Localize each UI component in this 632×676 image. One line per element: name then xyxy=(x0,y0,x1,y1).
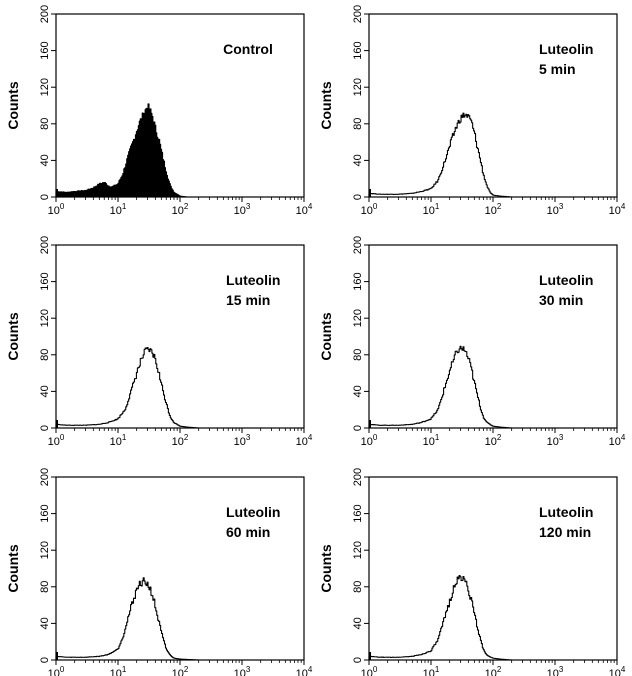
y-axis-title: Counts xyxy=(318,544,334,592)
x-tick-label: 101 xyxy=(423,433,440,448)
y-tick-label: 160 xyxy=(39,272,51,290)
x-tick-label: 100 xyxy=(48,665,65,676)
y-tick-label: 160 xyxy=(39,504,51,522)
histogram-trace xyxy=(55,347,305,429)
y-tick-label: 160 xyxy=(352,41,364,59)
y-axis-title: Counts xyxy=(5,81,21,129)
y-tick-label: 200 xyxy=(352,468,364,486)
histogram-trace xyxy=(368,574,618,661)
x-tick-label: 104 xyxy=(296,202,313,217)
y-tick-label: 0 xyxy=(39,657,51,663)
x-tick-label: 104 xyxy=(296,433,313,448)
panel-label: Control xyxy=(223,41,273,57)
y-tick-label: 160 xyxy=(352,504,364,522)
x-tick-label: 101 xyxy=(423,202,440,217)
x-tick-label: 104 xyxy=(609,433,626,448)
y-tick-label: 200 xyxy=(352,236,364,254)
x-tick-label: 102 xyxy=(172,202,189,217)
panel-label: Luteolin 60 min xyxy=(226,504,280,540)
y-tick-label: 200 xyxy=(352,5,364,23)
x-tick-label: 104 xyxy=(296,665,313,676)
y-tick-label: 120 xyxy=(352,78,364,96)
x-tick-label: 101 xyxy=(110,665,127,676)
histogram-trace xyxy=(368,112,618,198)
x-tick-label: 100 xyxy=(48,202,65,217)
y-tick-label: 80 xyxy=(39,118,51,130)
histogram-panel-3: 0 40 80 120 160 200 Counts 100 101 102 103 104 Luteo… xyxy=(5,236,313,448)
panel-label: Luteolin 30 min xyxy=(539,272,593,308)
x-tick-label: 102 xyxy=(172,665,189,676)
histogram-panel-1: 0 40 80 120 160 200 Counts 100 101 102 103 104 Contr… xyxy=(5,5,313,217)
panel-label: Luteolin 120 min xyxy=(539,504,593,540)
y-tick-label: 120 xyxy=(352,541,364,559)
y-tick-label: 0 xyxy=(352,425,364,431)
x-tick-label: 104 xyxy=(609,202,626,217)
y-axis-title: Counts xyxy=(318,81,334,129)
x-tick-label: 100 xyxy=(361,202,378,217)
y-tick-label: 80 xyxy=(352,349,364,361)
panel-label: Luteolin 5 min xyxy=(539,41,593,77)
y-tick-label: 40 xyxy=(39,385,51,397)
histogram-panel-2: 0 40 80 120 160 200 Counts 100 101 102 103 104 Luteo… xyxy=(318,5,626,217)
x-tick-label: 103 xyxy=(547,665,564,676)
y-axis-title: Counts xyxy=(5,312,21,360)
y-tick-label: 40 xyxy=(352,385,364,397)
histogram-trace xyxy=(55,577,305,661)
y-tick-label: 80 xyxy=(39,349,51,361)
y-tick-label: 40 xyxy=(352,617,364,629)
histogram-trace xyxy=(55,103,305,198)
x-tick-label: 100 xyxy=(361,433,378,448)
y-tick-label: 160 xyxy=(39,41,51,59)
x-tick-label: 101 xyxy=(423,665,440,676)
x-tick-label: 104 xyxy=(609,665,626,676)
histogram-panel-6: 0 40 80 120 160 200 Counts 100 101 102 103 104 Luteo… xyxy=(318,468,626,676)
y-tick-label: 120 xyxy=(39,78,51,96)
y-axis-title: Counts xyxy=(318,312,334,360)
y-tick-label: 120 xyxy=(39,541,51,559)
y-tick-label: 200 xyxy=(39,468,51,486)
x-tick-label: 103 xyxy=(234,433,251,448)
x-tick-label: 102 xyxy=(485,433,502,448)
y-tick-label: 40 xyxy=(352,154,364,166)
histogram-panel-4: 0 40 80 120 160 200 Counts 100 101 102 103 104 Luteo… xyxy=(318,236,626,448)
x-tick-label: 103 xyxy=(547,202,564,217)
y-axis-title: Counts xyxy=(5,544,21,592)
y-tick-label: 0 xyxy=(39,425,51,431)
y-tick-label: 80 xyxy=(352,118,364,130)
y-tick-label: 40 xyxy=(39,154,51,166)
x-tick-label: 103 xyxy=(234,665,251,676)
x-tick-label: 100 xyxy=(361,665,378,676)
histogram-panel-5: 0 40 80 120 160 200 Counts 100 101 102 103 104 Luteo… xyxy=(5,468,313,676)
y-tick-label: 200 xyxy=(39,236,51,254)
y-tick-label: 0 xyxy=(352,657,364,663)
x-tick-label: 103 xyxy=(547,433,564,448)
x-tick-label: 102 xyxy=(485,202,502,217)
x-tick-label: 103 xyxy=(234,202,251,217)
y-tick-label: 120 xyxy=(39,309,51,327)
y-tick-label: 160 xyxy=(352,272,364,290)
x-tick-label: 101 xyxy=(110,202,127,217)
y-tick-label: 200 xyxy=(39,5,51,23)
x-tick-label: 101 xyxy=(110,433,127,448)
y-tick-label: 80 xyxy=(39,581,51,593)
y-tick-label: 40 xyxy=(39,617,51,629)
panel-label: Luteolin 15 min xyxy=(226,272,280,308)
x-tick-label: 102 xyxy=(485,665,502,676)
histogram-trace xyxy=(368,345,618,429)
x-tick-label: 102 xyxy=(172,433,189,448)
y-tick-label: 80 xyxy=(352,581,364,593)
y-tick-label: 0 xyxy=(352,194,364,200)
x-tick-label: 100 xyxy=(48,433,65,448)
y-tick-label: 120 xyxy=(352,309,364,327)
y-tick-label: 0 xyxy=(39,194,51,200)
